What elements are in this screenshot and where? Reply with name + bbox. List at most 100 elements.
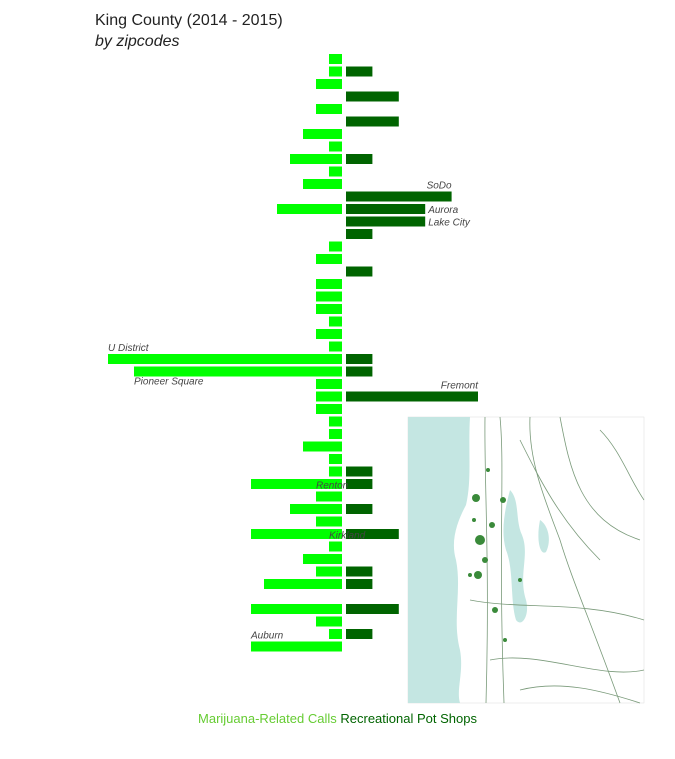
bar-calls [329, 429, 342, 439]
bar-calls [329, 54, 342, 64]
annotation-label: Aurora [427, 205, 458, 216]
bar-calls [290, 504, 342, 514]
bar-shops [346, 266, 373, 277]
map-pin [468, 573, 472, 577]
map-pin [482, 557, 488, 563]
map-road [499, 416, 505, 704]
map-road [469, 599, 645, 621]
bar-calls [316, 404, 342, 414]
annotation-label: U District [108, 343, 150, 354]
annotation-label: Kirkland [329, 531, 366, 542]
legend-shops: Recreational Pot Shops [340, 711, 477, 726]
map-pin [489, 522, 495, 528]
map-road [489, 657, 645, 673]
chart-title: King County (2014 - 2015) [95, 12, 283, 29]
bar-calls [134, 366, 342, 377]
bar-calls [329, 66, 342, 77]
bar-calls [251, 641, 342, 652]
seattle-map-inset [407, 416, 645, 704]
map-road [519, 439, 601, 561]
annotations-group: SoDo Aurora Lake City U District Fremont Pion… [108, 181, 479, 642]
chart-subtitle: by zipcodes [95, 33, 180, 50]
bar-shops [346, 116, 399, 127]
bar-shops [346, 191, 452, 202]
map-pin [486, 468, 490, 472]
bar-calls [329, 316, 342, 327]
annotation-label: Lake City [428, 218, 471, 229]
bar-calls [316, 391, 342, 402]
bar-calls [303, 129, 342, 139]
map-pin [474, 571, 482, 579]
bar-calls [316, 491, 342, 502]
bar-calls [303, 179, 342, 189]
bar-calls [316, 279, 342, 289]
bar-shops [346, 604, 399, 614]
bar-calls [251, 604, 342, 614]
bar-calls [329, 341, 342, 352]
bar-shops [346, 629, 373, 639]
bar-calls [329, 466, 342, 477]
bar-calls [108, 354, 342, 364]
bar-calls [329, 141, 342, 152]
map-pin [518, 578, 522, 582]
map-pin [492, 607, 498, 613]
map-pin [472, 494, 480, 502]
bar-calls [290, 154, 342, 164]
bar-calls [316, 616, 342, 627]
bar-shops [346, 204, 426, 214]
puget-sound-water [408, 417, 470, 703]
bar-calls [329, 454, 342, 464]
map-road [484, 416, 488, 704]
bar-calls [251, 529, 342, 539]
map-road [519, 685, 641, 704]
bar-calls [303, 441, 342, 452]
map-pin [503, 638, 507, 642]
map-road [529, 416, 621, 704]
bar-shops [346, 354, 373, 364]
map-pin [475, 535, 485, 545]
bar-calls [316, 79, 342, 89]
map-pin [472, 518, 476, 522]
bar-shops [346, 391, 478, 402]
bar-calls [316, 516, 342, 527]
bars-group [108, 54, 478, 652]
bar-calls [316, 566, 342, 577]
bar-shops [346, 229, 373, 239]
lake-washington-water [503, 490, 528, 623]
bar-calls [329, 241, 342, 252]
bar-calls [316, 291, 342, 302]
bar-shops [346, 91, 399, 102]
annotation-label: Auburn [250, 631, 284, 642]
bar-shops [346, 466, 373, 477]
bar-shops [346, 216, 426, 227]
lake-sammamish-water [538, 520, 549, 553]
bar-shops [346, 366, 373, 377]
bar-calls [316, 254, 342, 264]
bar-calls [316, 304, 342, 314]
bar-calls [329, 416, 342, 427]
annotation-label: Renton [316, 481, 349, 492]
bar-shops [346, 529, 399, 539]
map-pin [500, 497, 506, 503]
legend-calls: Marijuana-Related Calls [198, 711, 337, 726]
annotation-label: Pioneer Square [134, 377, 204, 388]
bar-shops [346, 504, 373, 514]
bar-shops [346, 154, 373, 164]
legend: Marijuana-Related Calls Recreational Pot… [0, 711, 675, 726]
bar-shops [346, 579, 373, 589]
bar-shops [346, 479, 373, 489]
bar-calls [329, 166, 342, 177]
bar-calls [316, 379, 342, 389]
bar-calls [251, 479, 342, 489]
bar-calls [316, 104, 342, 114]
bar-calls [316, 329, 342, 339]
map-road [559, 416, 641, 541]
annotation-label: Fremont [441, 381, 479, 392]
annotation-label: SoDo [427, 181, 452, 192]
bar-calls [303, 554, 342, 564]
bar-calls [264, 579, 342, 589]
bar-calls [329, 629, 342, 639]
bar-shops [346, 66, 373, 77]
bar-shops [346, 566, 373, 577]
